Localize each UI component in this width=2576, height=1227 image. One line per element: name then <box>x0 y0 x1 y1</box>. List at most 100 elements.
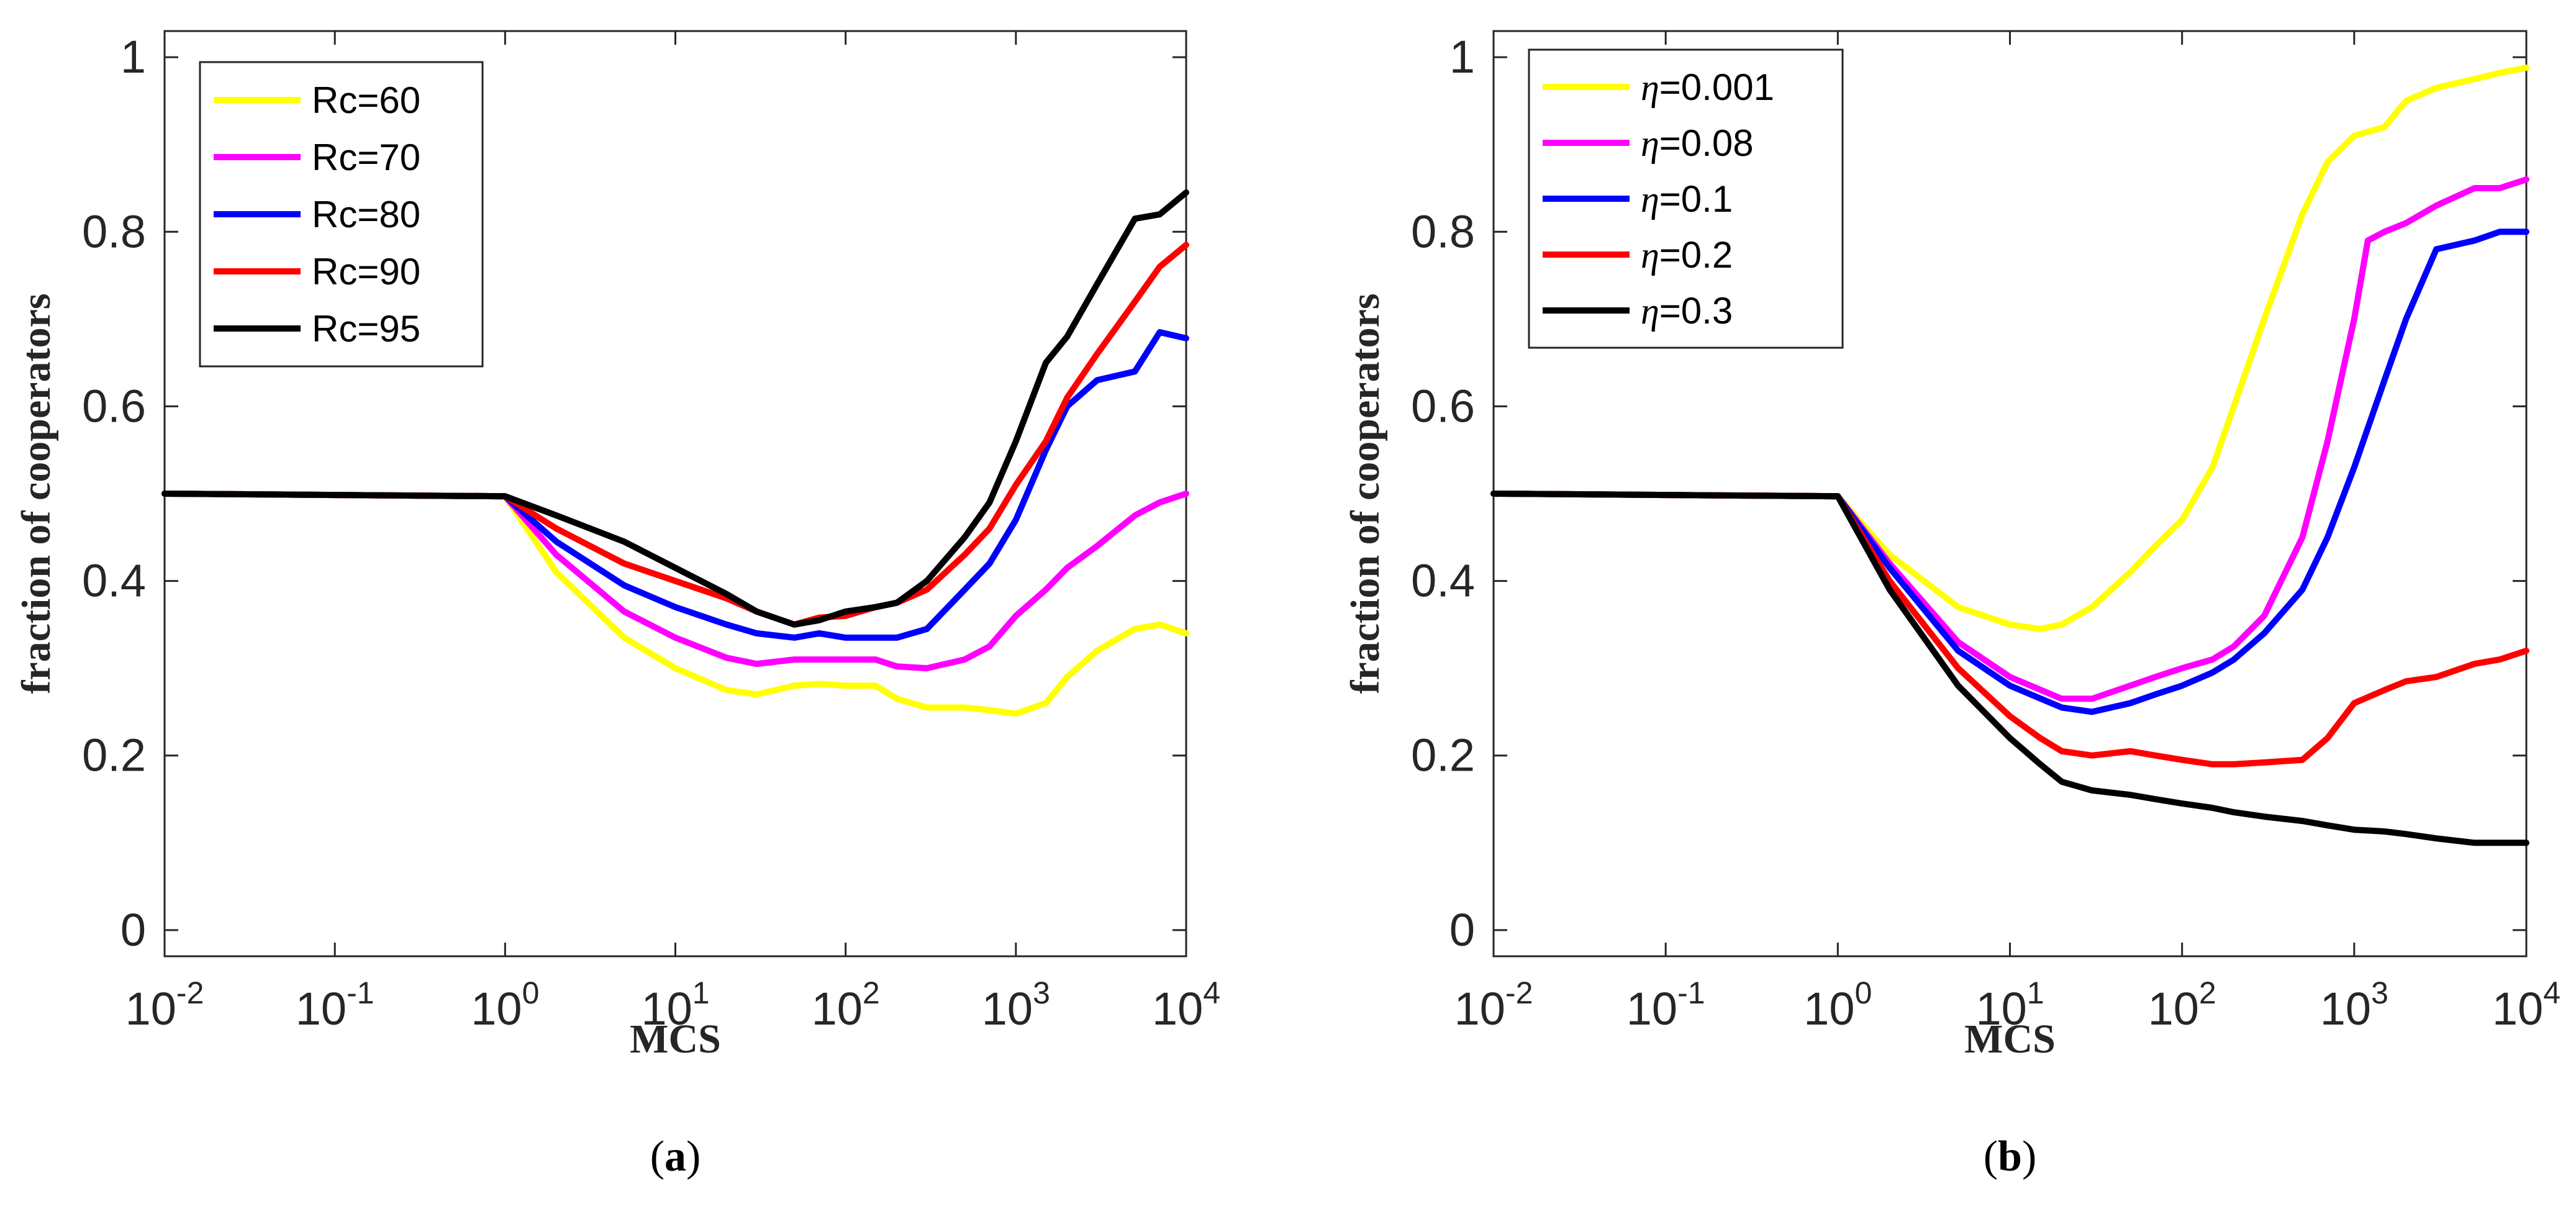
y-tick-label: 0 <box>1449 904 1475 956</box>
x-tick-base: 10 <box>641 983 692 1035</box>
y-tick-label: 0.8 <box>82 206 146 257</box>
x-tick-label: 10-2 <box>1454 976 1533 1035</box>
x-tick-label: 100 <box>471 976 539 1035</box>
y-axis-label: fraction of cooperators <box>14 293 59 694</box>
x-tick-label: 102 <box>812 976 880 1035</box>
x-tick-exponent: -1 <box>1677 976 1705 1010</box>
y-tick-label: 1 <box>120 31 146 83</box>
y-tick-label: 0 <box>120 904 146 956</box>
legend-label: η=0.08 <box>1641 122 1754 164</box>
x-tick-exponent: 2 <box>863 976 880 1010</box>
legend-label-value: =0.08 <box>1659 122 1754 164</box>
caption-open-paren: ( <box>1984 1133 1998 1180</box>
y-tick-label: 0.2 <box>82 730 146 781</box>
x-tick-label: 103 <box>2320 976 2388 1035</box>
x-tick-base: 10 <box>1152 983 1203 1035</box>
x-tick-label: 10-1 <box>296 976 374 1035</box>
legend-label-symbol: Rc <box>312 194 357 235</box>
x-tick-base: 10 <box>2320 983 2371 1035</box>
series-line-1 <box>161 491 1189 717</box>
y-tick-label: 0.6 <box>1411 380 1475 432</box>
x-tick-label: 10-2 <box>125 976 204 1035</box>
x-tick-label: 101 <box>641 976 709 1035</box>
x-tick-exponent: 0 <box>1855 976 1872 1010</box>
legend-label-symbol: η <box>1641 179 1659 220</box>
legend-label-value: =70 <box>357 137 420 178</box>
x-tick-exponent: 1 <box>2027 976 2044 1010</box>
legend-label-symbol: Rc <box>312 308 357 350</box>
legend-label: Rc=80 <box>312 194 420 235</box>
legend-label: Rc=60 <box>312 79 420 121</box>
x-tick-exponent: -2 <box>1505 976 1533 1010</box>
x-tick-base: 10 <box>125 983 176 1035</box>
x-tick-label: 103 <box>982 976 1050 1035</box>
x-tick-base: 10 <box>471 983 522 1035</box>
legend-label-symbol: Rc <box>312 79 357 121</box>
caption-open-paren: ( <box>650 1133 664 1180</box>
x-tick-base: 10 <box>296 983 347 1035</box>
legend-label-value: =80 <box>357 194 420 235</box>
panel-a: 10-2 10-1 100 101 102 103 10400.20.40.60.81MCS… <box>14 30 1220 1180</box>
legend-label-value: =0.1 <box>1659 178 1733 220</box>
series-line-5 <box>1490 491 2529 846</box>
y-tick-label: 0.2 <box>1411 730 1475 781</box>
series-line-3 <box>161 329 1189 641</box>
legend-label: η=0.3 <box>1641 290 1733 332</box>
x-tick-exponent: 0 <box>522 976 540 1010</box>
series-line-4 <box>1490 491 2529 767</box>
y-axis-label: fraction of cooperators <box>1343 293 1388 694</box>
series-line-3 <box>1490 229 2529 715</box>
y-tick-label: 0.4 <box>82 555 146 607</box>
legend-label-value: =0.2 <box>1659 234 1733 276</box>
x-tick-base: 10 <box>1626 983 1677 1035</box>
caption-close-paren: ) <box>2022 1133 2036 1180</box>
series-line-2 <box>161 491 1189 672</box>
x-tick-base: 10 <box>2492 983 2543 1035</box>
legend-label-value: =60 <box>357 79 420 121</box>
x-tick-exponent: -2 <box>176 976 204 1010</box>
panel-caption: (b) <box>1984 1133 2037 1180</box>
x-tick-base: 10 <box>982 983 1033 1035</box>
series-line-5 <box>161 189 1189 628</box>
x-tick-exponent: 3 <box>2371 976 2388 1010</box>
y-tick-label: 0.4 <box>1411 555 1475 607</box>
x-tick-exponent: 3 <box>1033 976 1050 1010</box>
y-tick-label: 1 <box>1449 31 1475 83</box>
x-tick-label: 102 <box>2148 976 2216 1035</box>
series-line-1 <box>1490 65 2529 632</box>
legend-label-value: =95 <box>357 308 420 350</box>
legend-label: η=0.1 <box>1641 178 1733 220</box>
x-axis-label: MCS <box>1964 1016 2056 1062</box>
caption-panel-letter: a <box>664 1133 686 1180</box>
legend-label: Rc=95 <box>312 308 420 350</box>
legend-label: η=0.2 <box>1641 234 1733 276</box>
legend-label-value: =0.3 <box>1659 290 1733 332</box>
caption-panel-letter: b <box>1998 1133 2022 1180</box>
legend-label-symbol: η <box>1641 67 1659 108</box>
x-tick-label: 104 <box>1152 976 1220 1035</box>
legend-label-value: =0.001 <box>1659 66 1774 108</box>
x-tick-exponent: 2 <box>2199 976 2216 1010</box>
x-tick-exponent: 1 <box>692 976 710 1010</box>
legend-label-symbol: η <box>1641 235 1659 276</box>
caption-close-paren: ) <box>686 1133 701 1180</box>
x-tick-label: 100 <box>1803 976 1872 1035</box>
x-tick-base: 10 <box>2148 983 2199 1035</box>
legend-label: η=0.001 <box>1641 66 1774 108</box>
panel-b: 10-2 10-1 100 101 102 103 10400.20.40.60.81MCS… <box>1343 30 2560 1180</box>
panel-caption: (a) <box>650 1133 701 1180</box>
x-tick-base: 10 <box>1454 983 1505 1035</box>
series-line-2 <box>1490 176 2529 702</box>
legend-label: Rc=70 <box>312 137 420 178</box>
x-tick-exponent: 4 <box>1203 976 1220 1010</box>
x-tick-label: 101 <box>1975 976 2044 1035</box>
legend-label-value: =90 <box>357 251 420 292</box>
x-tick-base: 10 <box>812 983 863 1035</box>
x-axis-label: MCS <box>630 1016 721 1062</box>
x-tick-label: 104 <box>2492 976 2560 1035</box>
y-tick-label: 0.8 <box>1411 206 1475 257</box>
y-tick-label: 0.6 <box>82 380 146 432</box>
x-tick-base: 10 <box>1803 983 1854 1035</box>
x-tick-exponent: 4 <box>2543 976 2560 1010</box>
